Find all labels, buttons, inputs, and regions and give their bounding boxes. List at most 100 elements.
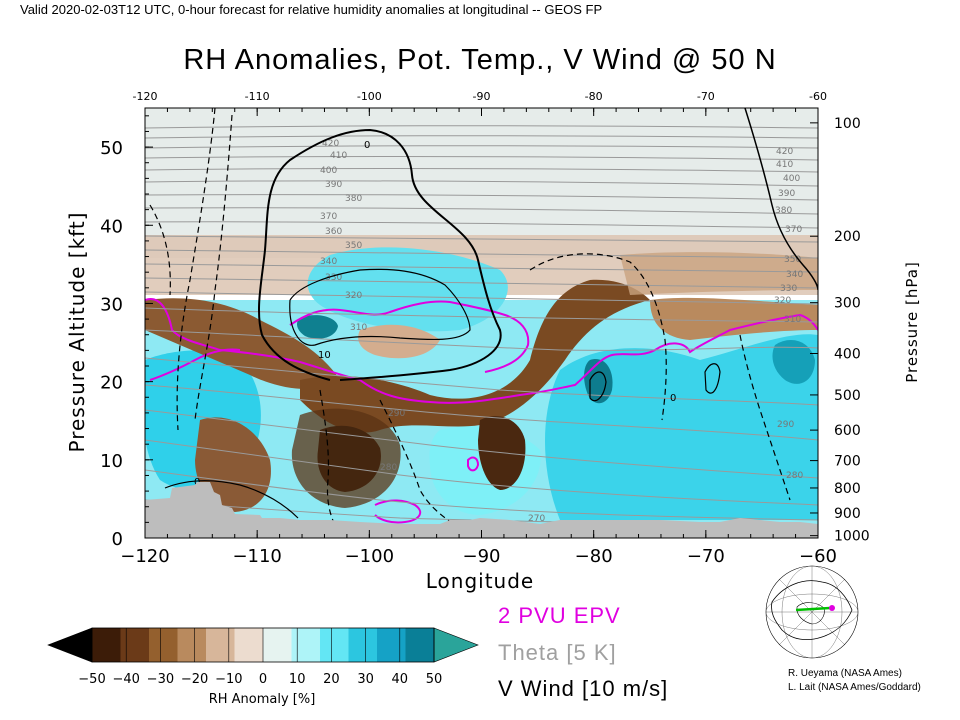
colorbar-segment — [320, 628, 349, 662]
epv-contour-upper — [289, 300, 530, 373]
dry-region-right-top — [620, 252, 818, 295]
theta-labels: 420 410 400 390 380 370 360 350 340 330 … — [320, 139, 803, 524]
vwind-contour-dashed-left-upper — [149, 204, 171, 296]
epv-contour-low-left — [374, 499, 422, 524]
top-axis-ticks: -120 -110 -100 -90 -80 -70 -60 — [133, 90, 827, 116]
colorbar-tick-label: 20 — [323, 672, 340, 687]
theta-label-330-right: 330 — [780, 284, 797, 294]
colorbar-segment — [92, 628, 121, 662]
header-line: Valid 2020-02-03T12 UTC, 0-hour forecast… — [20, 2, 603, 17]
vwind-contour-solid-lower — [164, 480, 299, 519]
vwind-contour-dashed-mid — [319, 389, 336, 526]
x-tick-label: −70 — [687, 546, 725, 567]
pressure-tick-label: 700 — [834, 454, 861, 470]
stratosphere-band — [145, 108, 818, 258]
vwind-contour-solid-right-low — [704, 363, 721, 394]
top-tick-label: -110 — [245, 90, 270, 103]
top-tick-label: -60 — [809, 90, 827, 103]
colorbar: −50 −40 −30 −20 −10 0 10 20 30 40 50 — [47, 627, 479, 687]
dry-region-upper-left — [145, 298, 340, 390]
x-tick-label: −110 — [232, 546, 281, 567]
theta-label-320: 320 — [345, 291, 362, 301]
theta-label-350-right: 350 — [784, 255, 801, 265]
legend-epv: 2 PVU EPV — [498, 603, 621, 628]
pressure-tick-label: 800 — [834, 481, 861, 497]
theta-label-380-right: 380 — [775, 206, 792, 216]
legend-vwind: V Wind [10 m/s] — [498, 676, 669, 701]
colorbar-tick-label: 10 — [289, 672, 306, 687]
y-tick-label: 20 — [100, 373, 123, 394]
moist-region-upper — [307, 247, 508, 332]
x-axis-ticks: −120 −110 −100 −90 −80 −70 −60 — [120, 530, 837, 567]
theta-label-280-right: 280 — [786, 471, 803, 481]
theta-label-350: 350 — [345, 241, 362, 251]
colorbar-segment — [405, 628, 435, 662]
vwind-contour-solid-inner — [289, 268, 471, 346]
theta-label-390: 390 — [325, 180, 342, 190]
colorbar-tick-label: −30 — [147, 672, 174, 687]
theta-label-340-right: 340 — [786, 270, 803, 280]
theta-label-330: 330 — [325, 273, 342, 283]
pressure-tick-label: 100 — [834, 116, 861, 132]
colorbar-segment — [263, 628, 292, 662]
pressure-tick-label: 1000 — [834, 529, 870, 545]
pressure-tick-label: 300 — [834, 296, 861, 312]
vwind-contour-dashed-left — [176, 108, 216, 431]
theta-label-420: 420 — [322, 139, 339, 149]
credit-2: L. Lait (NASA Ames/Goddard) — [788, 682, 921, 693]
x-axis-label: Longitude — [426, 569, 534, 593]
colorbar-tick-label: 50 — [426, 672, 443, 687]
inset-map-section-line — [795, 606, 831, 612]
theta-label-290-right: 290 — [777, 420, 794, 430]
chart-title: RH Anomalies, Pot. Temp., V Wind @ 50 N — [183, 44, 777, 76]
y-tick-label: 50 — [100, 138, 123, 159]
terrain — [145, 482, 818, 538]
top-tick-label: -70 — [697, 90, 715, 103]
theta-label-410-right: 410 — [776, 160, 793, 170]
y-tick-label: 10 — [100, 451, 123, 472]
pressure-tick-label: 500 — [834, 388, 861, 404]
pressure-tick-label: 200 — [834, 229, 861, 245]
vwind-contour-dashed-left2 — [194, 114, 233, 421]
epv-contour-low-mid — [467, 456, 480, 472]
vwind-contour-dashed-right2 — [739, 334, 791, 501]
colorbar-segment — [120, 628, 150, 662]
theta-label-320-right: 320 — [774, 296, 791, 306]
dry-region-right-upper — [650, 297, 818, 340]
colorbar-segment — [177, 628, 207, 662]
colorbar-tick-label: 0 — [259, 672, 267, 687]
inset-map — [765, 565, 859, 659]
moist-region-teal-left — [297, 315, 338, 339]
vwind-label-0: 0 — [364, 140, 370, 151]
credit-1: R. Ueyama (NASA Ames) — [788, 668, 902, 679]
top-tick-label: -90 — [473, 90, 491, 103]
top-tick-label: -120 — [133, 90, 158, 103]
vwind-contour-dashed-right — [529, 253, 667, 421]
pressure-axis-ticks: 100 200 300 400 500 600 700 800 900 1000 — [810, 116, 870, 545]
y-tick-label: 40 — [100, 216, 123, 237]
vwind-contours — [149, 108, 818, 526]
pressure-tick-label: 400 — [834, 346, 861, 362]
pressure-tick-label: 900 — [834, 506, 861, 522]
theta-label-310: 310 — [350, 323, 367, 333]
y-tick-label: 30 — [100, 294, 123, 315]
x-tick-label: −60 — [799, 546, 837, 567]
colorbar-segment — [206, 628, 235, 662]
x-tick-label: −80 — [575, 546, 613, 567]
theta-label-400: 400 — [320, 166, 337, 176]
vwind-contour-solid-right — [744, 108, 818, 291]
theta-label-370: 370 — [320, 212, 337, 222]
theta-label-280: 280 — [380, 463, 397, 473]
vwind-label-10: 10 — [318, 350, 331, 361]
vwind-contour-solid-small — [589, 371, 607, 402]
theta-label-420-right: 420 — [776, 147, 793, 157]
colorbar-label: RH Anomaly [%] — [209, 692, 316, 707]
dry-region-light-upper — [358, 324, 440, 359]
colorbar-low-arrow-outline — [47, 627, 93, 663]
theta-label-400-right: 400 — [783, 174, 800, 184]
inset-map-land — [771, 580, 853, 641]
colorbar-tick-label: 40 — [392, 672, 409, 687]
vwind-contour-dashed-mid2 — [379, 399, 456, 526]
inset-map-land-2 — [796, 602, 825, 625]
